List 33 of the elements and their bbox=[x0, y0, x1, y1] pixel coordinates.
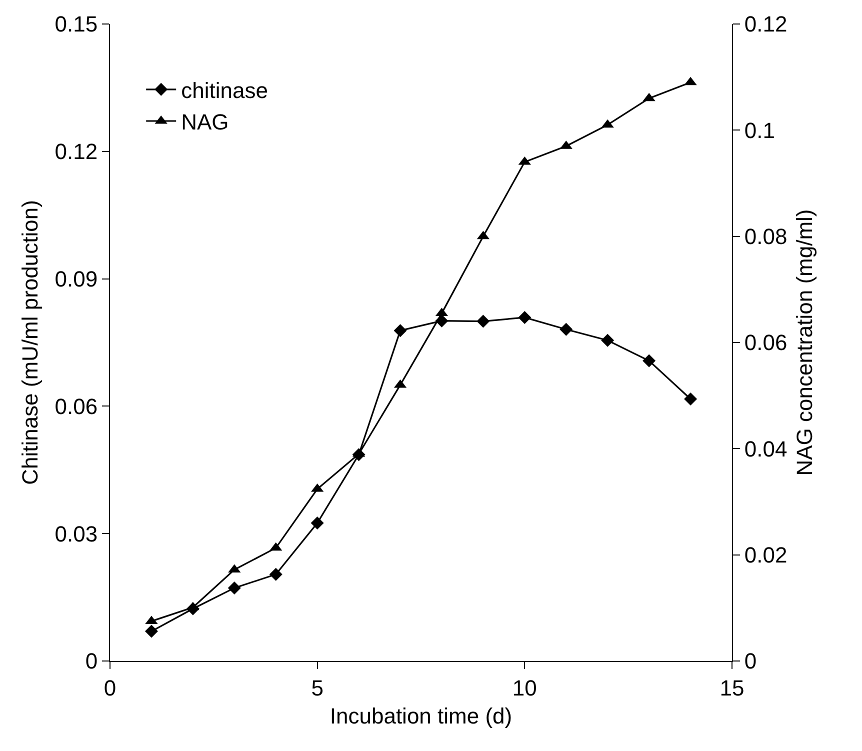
point bbox=[310, 516, 324, 530]
y2-tick-label: 0.06 bbox=[744, 330, 788, 356]
y2-tick-label: 0.1 bbox=[744, 118, 775, 143]
y2-tick-label: 0.04 bbox=[744, 436, 788, 462]
y2-tick-label: 0 bbox=[744, 648, 757, 674]
y-tick-label: 0.03 bbox=[54, 521, 98, 546]
point bbox=[518, 310, 532, 324]
point bbox=[601, 334, 614, 347]
y2-axis-title: NAG concentration (mg/ml) bbox=[792, 209, 818, 476]
y-tick-label: 0.15 bbox=[54, 12, 98, 37]
legend-label: NAG bbox=[181, 110, 229, 135]
y2-tick-label: 0.08 bbox=[744, 224, 788, 250]
x-tick-label: 5 bbox=[311, 675, 324, 700]
x-tick-label: 15 bbox=[720, 675, 744, 700]
y-axis-title: Chitinase (mU/ml production) bbox=[18, 200, 43, 485]
y2-tick-label: 0.12 bbox=[744, 12, 788, 37]
point bbox=[684, 392, 698, 406]
point bbox=[394, 324, 407, 338]
y-tick-label: 0 bbox=[85, 648, 98, 674]
x-tick-label: 0 bbox=[104, 675, 116, 700]
point bbox=[642, 354, 656, 368]
x-tick-label: 10 bbox=[512, 675, 537, 700]
point bbox=[228, 581, 241, 594]
y2-tick-label: 0.02 bbox=[744, 542, 788, 568]
point bbox=[144, 624, 158, 638]
point bbox=[560, 322, 573, 336]
point bbox=[476, 314, 490, 328]
point bbox=[269, 568, 282, 581]
x-axis-title: Incubation time (d) bbox=[330, 703, 512, 728]
y-tick-label: 0.12 bbox=[54, 139, 98, 164]
y-tick-label: 0.06 bbox=[54, 394, 98, 419]
legend-label: chitinase bbox=[181, 78, 268, 103]
y-tick-label: 0.09 bbox=[54, 266, 98, 292]
